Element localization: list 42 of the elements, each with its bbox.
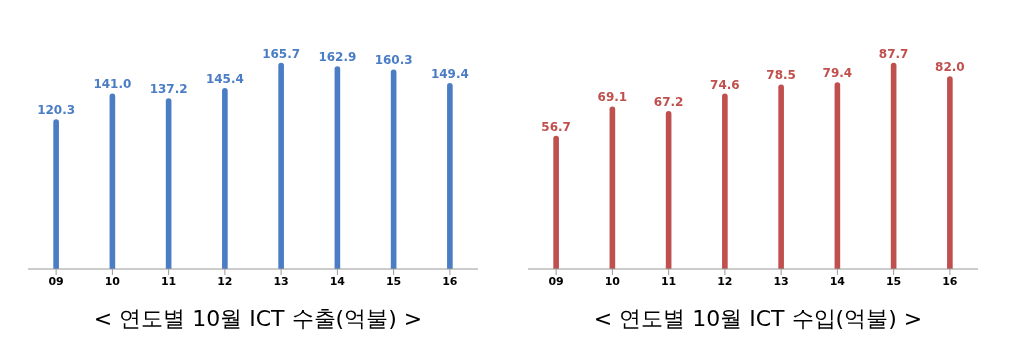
data-label: 120.3 [37,103,76,118]
data-label: 78.5 [766,68,796,83]
bar [722,93,728,269]
data-label: 69.1 [597,90,628,105]
x-tick-label: 12 [217,274,233,288]
x-tick-label: 14 [829,274,846,288]
data-label: 82.0 [935,60,965,75]
x-tick-label: 16 [442,274,458,288]
x-tick-label: 09 [48,274,64,288]
data-label: 162.9 [318,50,357,65]
data-label: 74.6 [710,77,740,92]
x-tick-label: 13 [273,274,289,288]
text: < 연도별 10월 ICT 수출(억불) > [92,305,424,333]
x-tick-label: 13 [773,274,789,288]
x-tick-label: 15 [385,274,402,288]
bar [778,84,784,269]
data-label: 79.4 [822,66,853,81]
bar [278,62,284,269]
x-tick-label: 12 [717,274,733,288]
x-tick-label: 10 [604,274,621,288]
x-tick-label: 16 [942,274,958,288]
bar [53,119,59,269]
x-tick-label: 10 [104,274,121,288]
x-tick-label: 09 [548,274,564,288]
x-tick-label: 11 [160,274,177,288]
data-label: 160.3 [374,53,413,68]
data-label: 56.7 [541,119,571,134]
data-label: 145.4 [205,72,244,87]
x-tick-label: 15 [885,274,902,288]
x-tick-label: 11 [660,274,677,288]
bar [553,135,559,269]
data-label: 141.0 [93,77,132,92]
data-label: 87.7 [878,46,909,61]
bar [222,88,228,269]
x-tick-label: 14 [329,274,346,288]
data-label: 165.7 [262,46,301,61]
data-label: 67.2 [653,94,684,109]
bar [947,76,953,269]
data-label: 137.2 [149,82,188,97]
text: < 연도별 10월 ICT 수입(억불) > [592,305,924,333]
bar [447,83,453,269]
data-label: 149.4 [430,67,469,82]
